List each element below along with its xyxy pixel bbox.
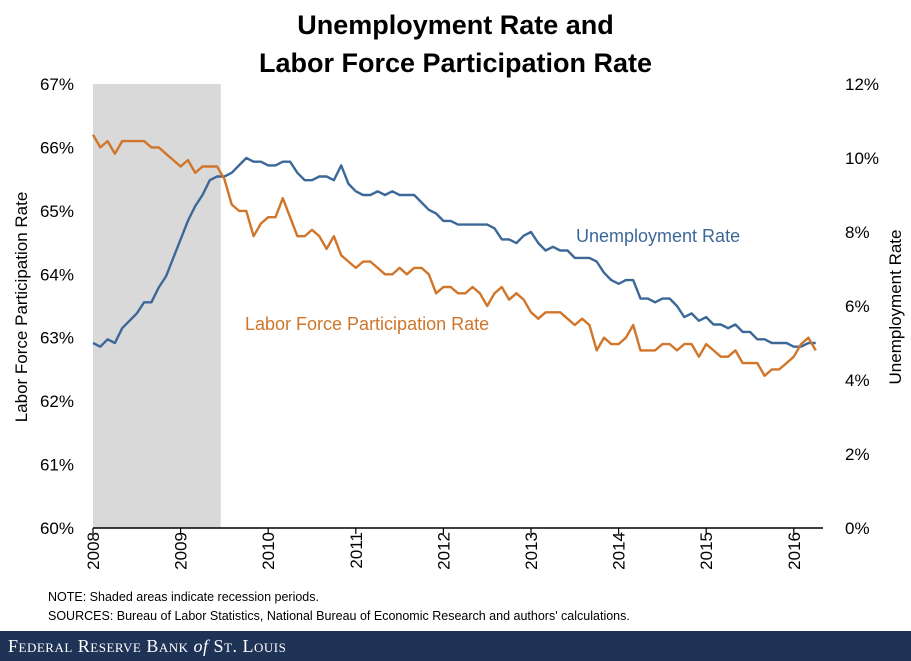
- series-lines: [91, 134, 817, 377]
- chart-title-line-1: Unemployment Rate and: [297, 10, 614, 40]
- right-tick-label: 4%: [845, 371, 870, 390]
- left-axis-ticks: 60% 61% 62% 63% 64% 65% 66% 67%: [40, 75, 74, 538]
- x-tick-label: 2012: [434, 532, 453, 570]
- x-tick-label: 2016: [785, 532, 804, 570]
- sources-note: SOURCES: Bureau of Labor Statistics, Nat…: [48, 609, 630, 623]
- right-tick-label: 0%: [845, 519, 870, 538]
- chart-title: Unemployment Rate and Labor Force Partic…: [0, 6, 911, 82]
- left-tick-label: 65%: [40, 202, 74, 221]
- right-tick-label: 2%: [845, 445, 870, 464]
- footer-bar: Federal Reserve Bank of St. Louis: [0, 631, 911, 661]
- right-tick-label: 12%: [845, 75, 879, 94]
- x-tick-label: 2010: [259, 532, 278, 570]
- institution-name-prefix: Federal Reserve Bank: [8, 636, 189, 656]
- right-axis-label: Unemployment Rate: [886, 230, 905, 385]
- left-tick-label: 61%: [40, 456, 74, 475]
- x-tick-label: 2015: [697, 532, 716, 570]
- left-tick-label: 64%: [40, 265, 74, 284]
- x-tick-label: 2013: [522, 532, 541, 570]
- unemployment-rate-annotation: Unemployment Rate: [576, 226, 740, 246]
- left-tick-label: 66%: [40, 138, 74, 157]
- left-tick-label: 62%: [40, 392, 74, 411]
- recession-shading: [93, 84, 221, 528]
- left-tick-label: 63%: [40, 329, 74, 348]
- institution-name-of: of: [193, 636, 209, 656]
- unemployment-rate-line: [92, 156, 816, 348]
- x-tick-label: 2008: [84, 532, 103, 570]
- x-axis-ticks: 2008 2009 2010 2011 2012 2013 2014 2015 2016: [84, 528, 804, 570]
- right-axis-ticks: 0% 2% 4% 6% 8% 10% 12%: [845, 75, 879, 538]
- x-tick-label: 2009: [172, 532, 191, 570]
- x-tick-label: 2014: [610, 532, 629, 570]
- chart-area: 60% 61% 62% 63% 64% 65% 66% 67% 0% 2% 4% 6% 8% 10% 12…: [12, 75, 905, 570]
- x-tick-label: 2011: [347, 532, 366, 569]
- recession-note: NOTE: Shaded areas indicate recession pe…: [48, 590, 319, 604]
- institution-name-suffix: St. Louis: [213, 636, 287, 656]
- labor-force-participation-annotation: Labor Force Participation Rate: [245, 314, 489, 334]
- right-tick-label: 6%: [845, 297, 870, 316]
- left-tick-label: 67%: [40, 75, 74, 94]
- left-axis-label: Labor Force Participation Rate: [12, 192, 31, 423]
- institution-name: Federal Reserve Bank of St. Louis: [8, 636, 286, 657]
- chart-title-line-2: Labor Force Participation Rate: [258, 48, 653, 78]
- labor-force-participation-line: [91, 134, 817, 377]
- right-tick-label: 8%: [845, 223, 870, 242]
- left-tick-label: 60%: [40, 519, 74, 538]
- right-tick-label: 10%: [845, 149, 879, 168]
